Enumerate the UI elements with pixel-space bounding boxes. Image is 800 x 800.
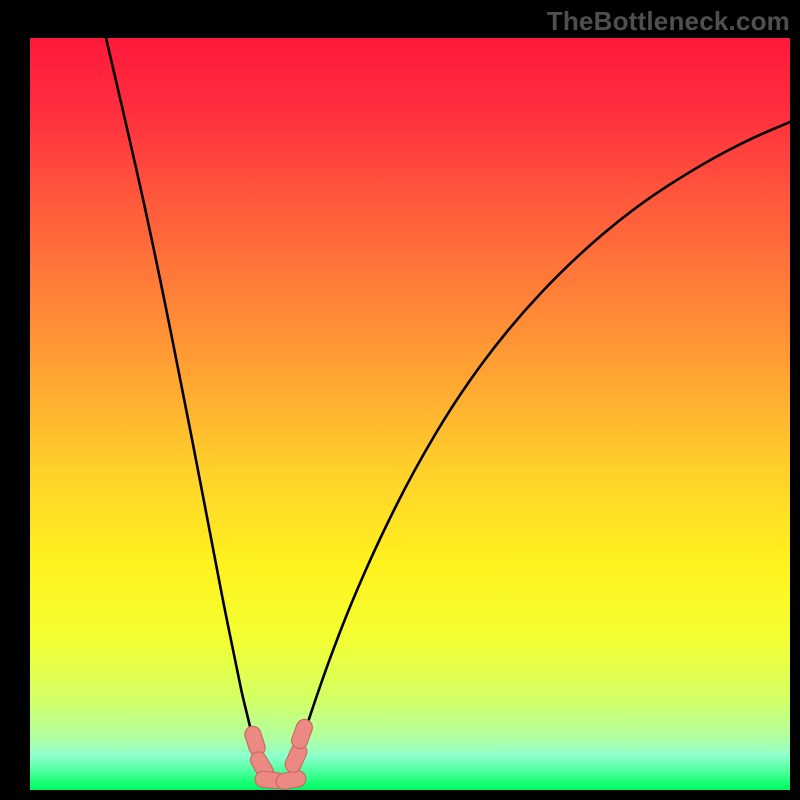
plot-area	[30, 38, 790, 790]
gradient-background	[30, 38, 790, 790]
watermark-text: TheBottleneck.com	[547, 6, 790, 37]
chart-frame: TheBottleneck.com	[0, 0, 800, 800]
gradient-and-curves-svg	[30, 38, 790, 790]
